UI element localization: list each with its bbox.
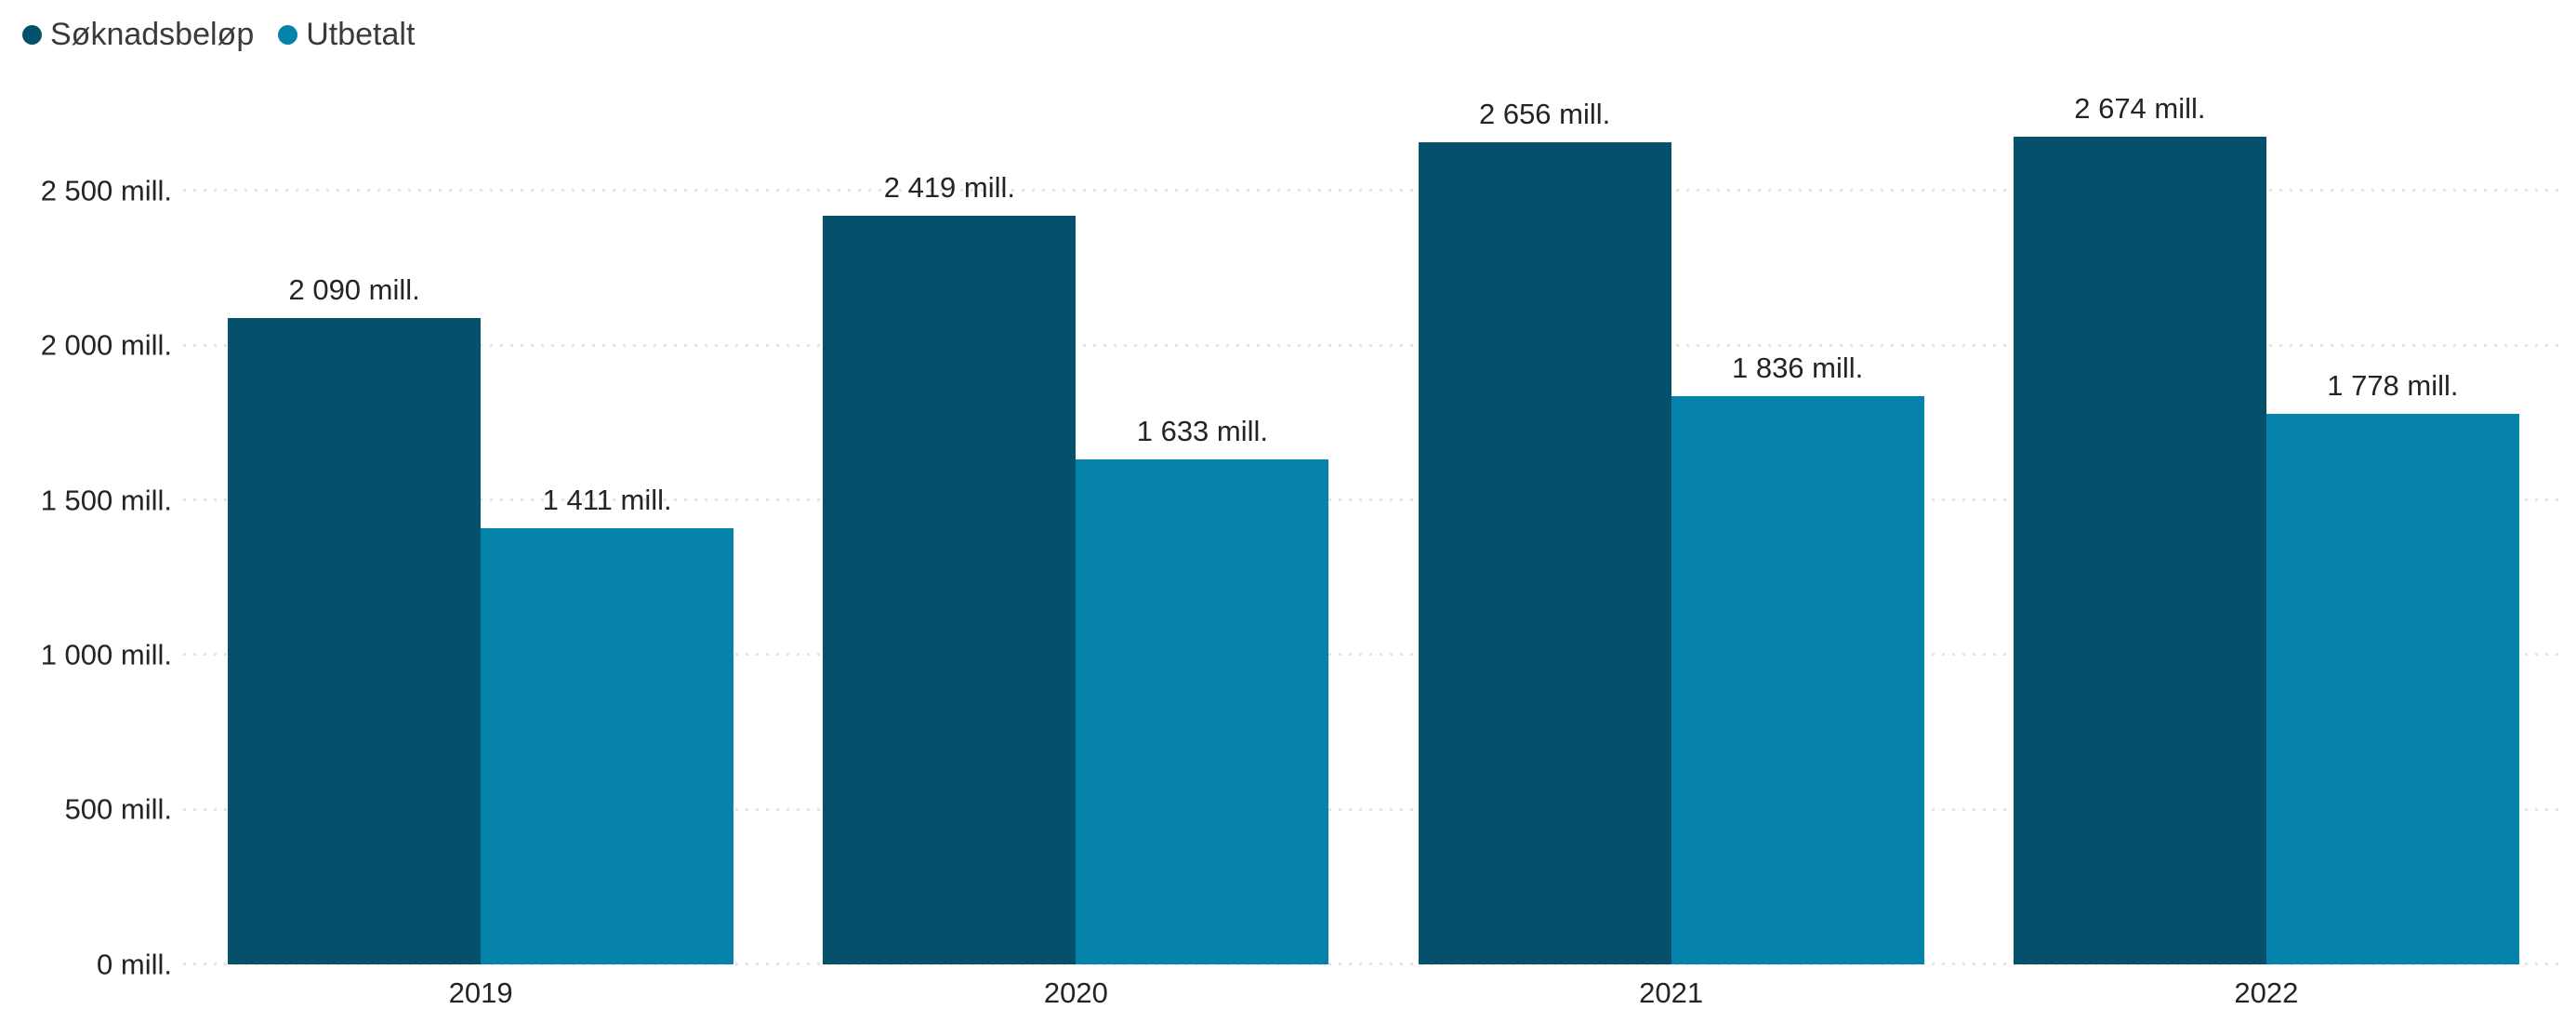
x-label-2021: 2021: [1639, 976, 1704, 1009]
bar-utbetalt-2020[interactable]: 1 633 mill.: [1076, 417, 1329, 964]
legend-dot-utbetalt-icon: [278, 24, 298, 45]
bar-utbetalt-2019[interactable]: 1 411 mill.: [481, 485, 734, 964]
y-tick-2000: 2 000 mill.: [40, 328, 172, 362]
y-tick-0: 0 mill.: [97, 948, 172, 981]
data-label-soknadsbelop-2019: 2 090 mill.: [288, 272, 420, 306]
data-label-soknadsbelop-2022: 2 674 mill.: [2074, 92, 2206, 126]
gridline-1500: [183, 498, 2564, 501]
y-tick-1500: 1 500 mill.: [40, 484, 172, 517]
y-tick-2500: 2 500 mill.: [40, 174, 172, 207]
data-label-soknadsbelop-2020: 2 419 mill.: [883, 171, 1016, 205]
legend: Søknadsbeløp Utbetalt: [22, 13, 415, 56]
bar-group-2019: 2 090 mill. 1 411 mill.: [183, 113, 778, 964]
legend-dot-soknadsbelop-icon: [22, 24, 42, 45]
data-label-utbetalt-2022: 1 778 mill.: [2327, 369, 2459, 403]
x-label-2020: 2020: [1043, 976, 1108, 1009]
x-axis: 2019 2020 2021 2022: [183, 976, 2564, 1010]
legend-label-utbetalt: Utbetalt: [306, 17, 416, 52]
legend-item-utbetalt[interactable]: Utbetalt: [278, 19, 415, 50]
bar-utbetalt-2021[interactable]: 1 836 mill.: [1671, 353, 1924, 964]
legend-label-soknadsbelop: Søknadsbeløp: [50, 17, 255, 52]
x-label-2022: 2022: [2234, 976, 2299, 1009]
y-tick-1000: 1 000 mill.: [40, 638, 172, 671]
bar-soknadsbelop-2022[interactable]: 2 674 mill.: [2013, 94, 2266, 964]
plot-area: 2 090 mill. 1 411 mill. 2 419 mill. 1 63…: [183, 94, 2564, 965]
bar-soknadsbelop-2019[interactable]: 2 090 mill.: [228, 275, 482, 964]
x-label-2019: 2019: [448, 976, 513, 1009]
bar-soknadsbelop-2021[interactable]: 2 656 mill.: [1418, 100, 1671, 964]
data-label-utbetalt-2020: 1 633 mill.: [1136, 414, 1269, 447]
y-axis: 0 mill. 500 mill. 1 000 mill. 1 500 mill…: [0, 113, 172, 981]
data-label-utbetalt-2021: 1 836 mill.: [1731, 352, 1864, 385]
bar-groups: 2 090 mill. 1 411 mill. 2 419 mill. 1 63…: [183, 94, 2564, 964]
gridline-0-baseline: [183, 963, 2564, 965]
data-label-soknadsbelop-2021: 2 656 mill.: [1478, 98, 1611, 131]
bar-soknadsbelop-2020[interactable]: 2 419 mill.: [823, 173, 1077, 964]
gridline-2500: [183, 189, 2564, 193]
gridline-500: [183, 807, 2564, 811]
y-tick-500: 500 mill.: [64, 793, 172, 827]
data-label-utbetalt-2019: 1 411 mill.: [542, 483, 672, 516]
bar-utbetalt-2022[interactable]: 1 778 mill.: [2266, 371, 2519, 964]
bar-group-2022: 2 674 mill. 1 778 mill.: [1969, 94, 2564, 964]
gridline-2000: [183, 343, 2564, 347]
bar-group-2020: 2 419 mill. 1 633 mill.: [778, 113, 1373, 964]
gridline-1000: [183, 653, 2564, 657]
legend-item-soknadsbelop[interactable]: Søknadsbeløp: [22, 19, 254, 50]
bar-group-2021: 2 656 mill. 1 836 mill.: [1374, 100, 1969, 964]
